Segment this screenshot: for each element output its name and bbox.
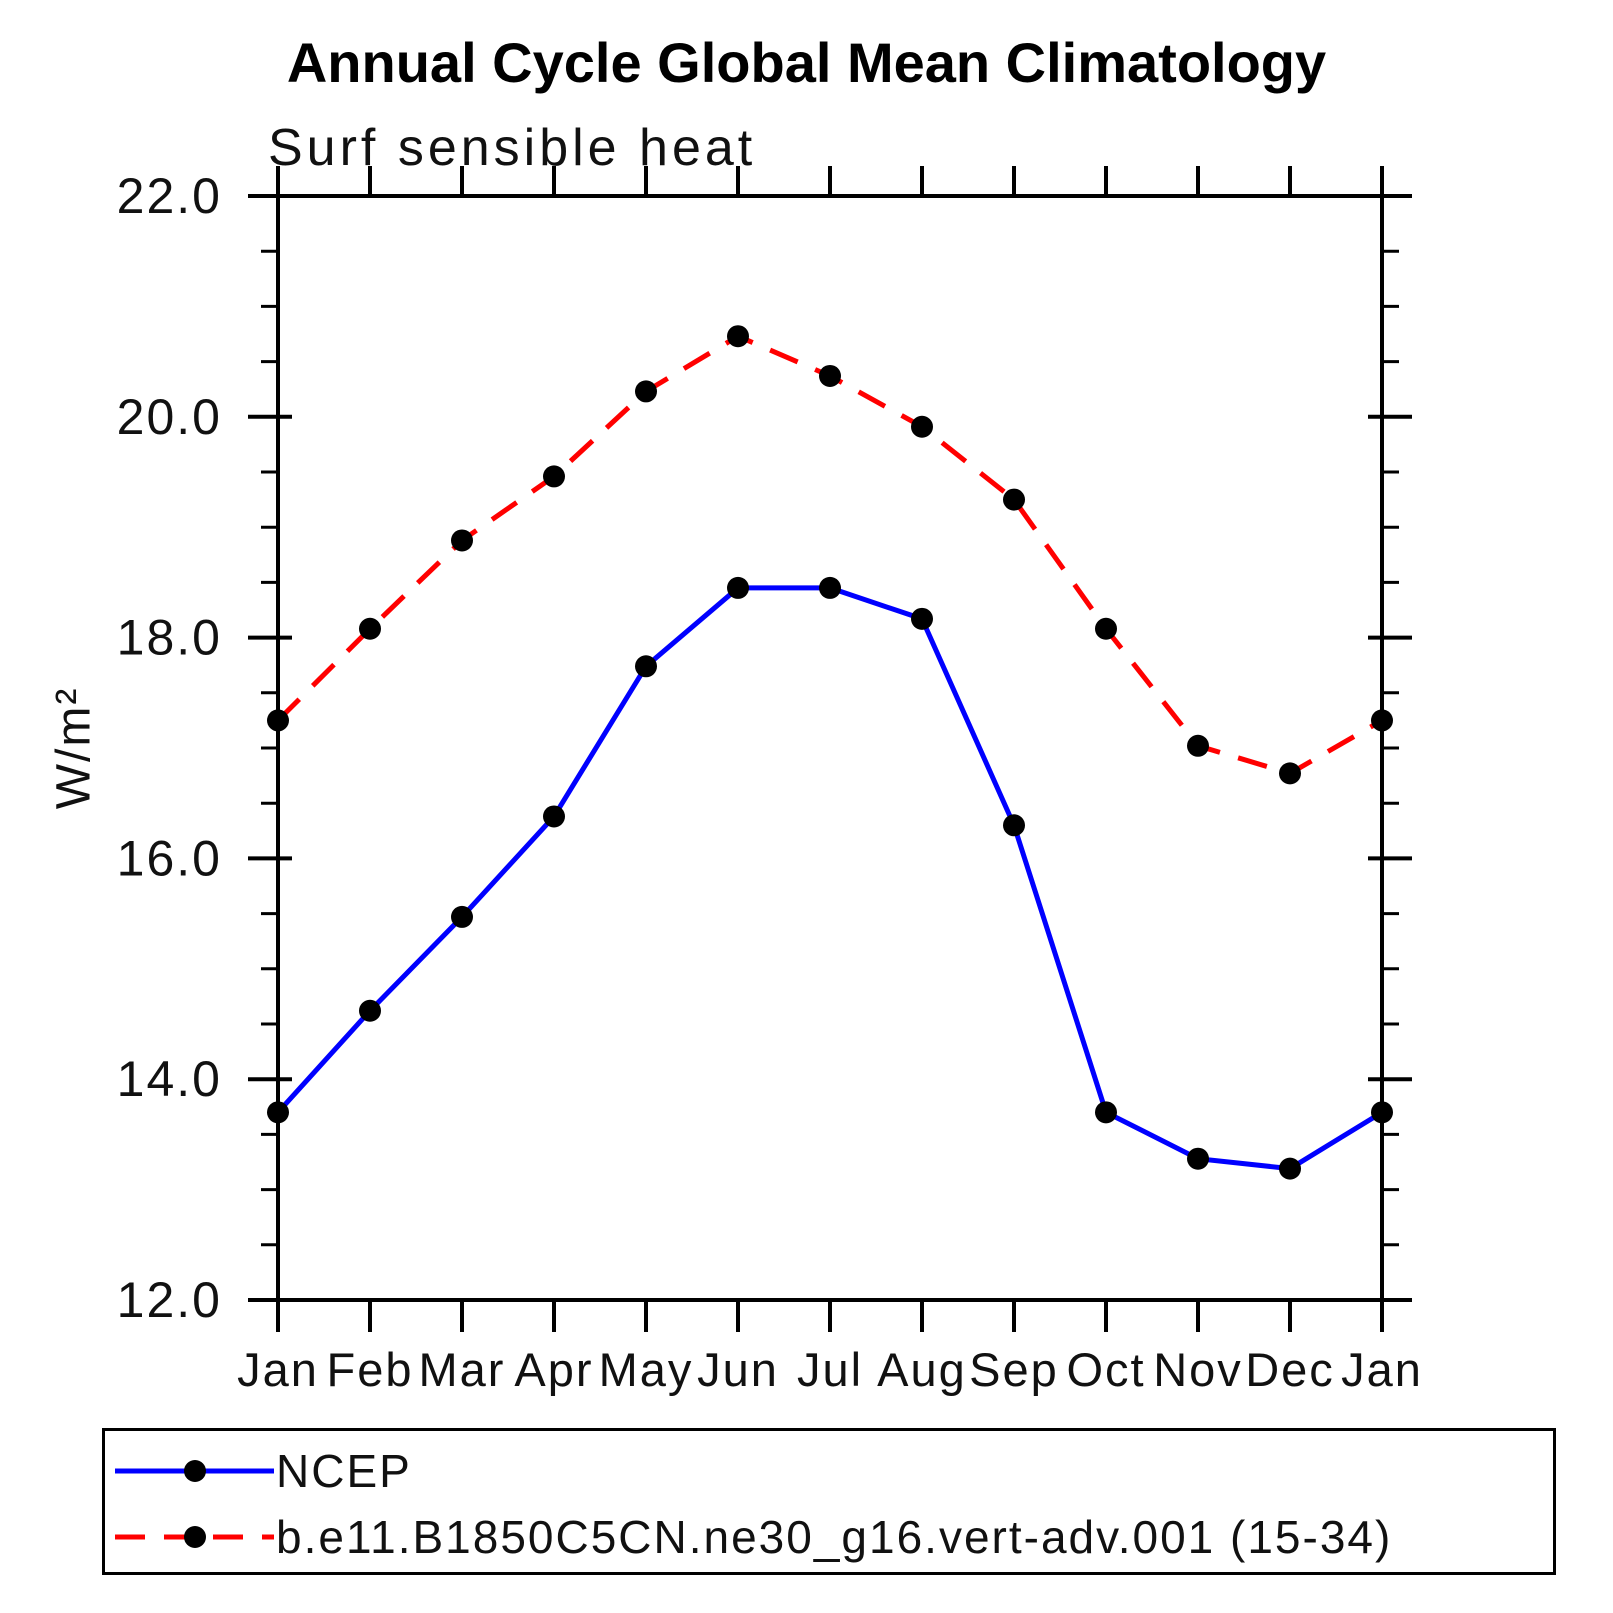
data-point-ncep <box>451 905 473 928</box>
y-tick-label: 22.0 <box>117 168 222 224</box>
y-tick-label: 14.0 <box>117 1051 222 1107</box>
series-line-model <box>276 333 1384 777</box>
data-point-model <box>1095 617 1117 640</box>
legend-box: NCEP b.e11.B1850C5CN.ne30_g16.vert-adv.0… <box>102 1428 1556 1575</box>
data-point-model <box>1003 488 1025 511</box>
x-tick-label: Mar <box>419 1343 506 1396</box>
y-tick-label: 12.0 <box>117 1272 222 1328</box>
plot-border <box>276 194 1384 1302</box>
x-tick-label: Nov <box>1153 1343 1243 1396</box>
legend-item-ncep: NCEP <box>111 1445 412 1497</box>
data-point-ncep <box>359 999 381 1022</box>
data-point-ncep <box>727 576 749 599</box>
x-tick-label: May <box>599 1343 694 1396</box>
legend-label-model: b.e11.B1850C5CN.ne30_g16.vert-adv.001 (1… <box>276 1511 1393 1563</box>
x-tick-label: Feb <box>327 1343 414 1396</box>
data-point-ncep <box>635 655 657 678</box>
data-point-ncep <box>1371 1101 1393 1124</box>
data-point-ncep <box>1187 1147 1209 1170</box>
y-tick-label: 20.0 <box>117 389 222 445</box>
data-point-model <box>543 465 565 488</box>
x-tick-label: Jul <box>797 1343 863 1396</box>
data-point-ncep <box>819 576 841 599</box>
data-point-model <box>451 529 473 552</box>
series-line-ncep <box>276 585 1384 1172</box>
data-point-model <box>727 325 749 348</box>
x-tick-label: Dec <box>1245 1343 1335 1396</box>
data-point-model <box>267 709 289 732</box>
x-tick-label: Jun <box>697 1343 779 1396</box>
data-point-ncep <box>1003 814 1025 837</box>
x-tick-label: Apr <box>514 1343 593 1396</box>
x-tick-label: Sep <box>969 1343 1059 1396</box>
model-line-sample-icon <box>115 1526 274 1548</box>
data-point-model <box>1187 734 1209 757</box>
data-point-model <box>1279 762 1301 785</box>
data-point-model <box>1371 709 1393 732</box>
x-tick-label: Jan <box>1341 1343 1423 1396</box>
x-tick-label: Jan <box>237 1343 319 1396</box>
data-point-ncep <box>267 1101 289 1124</box>
data-point-model <box>635 380 657 403</box>
data-point-ncep <box>911 607 933 630</box>
chart-title: Annual Cycle Global Mean Climatology <box>286 31 1327 94</box>
data-point-ncep <box>543 805 565 828</box>
y-tick-label: 16.0 <box>117 830 222 886</box>
y-tick-label: 18.0 <box>117 610 222 666</box>
legend-label-ncep: NCEP <box>276 1445 412 1497</box>
data-point-ncep <box>1095 1101 1117 1124</box>
legend-item-model: b.e11.B1850C5CN.ne30_g16.vert-adv.001 (1… <box>111 1511 1392 1563</box>
x-tick-label: Oct <box>1066 1343 1145 1396</box>
data-point-model <box>359 617 381 640</box>
data-point-model <box>819 364 841 387</box>
x-tick-label: Aug <box>877 1343 967 1396</box>
data-point-ncep <box>1279 1157 1301 1180</box>
data-point-model <box>911 415 933 438</box>
ncep-line-sample-icon <box>115 1460 274 1482</box>
chart-subtitle: Surf sensible heat <box>268 119 757 177</box>
